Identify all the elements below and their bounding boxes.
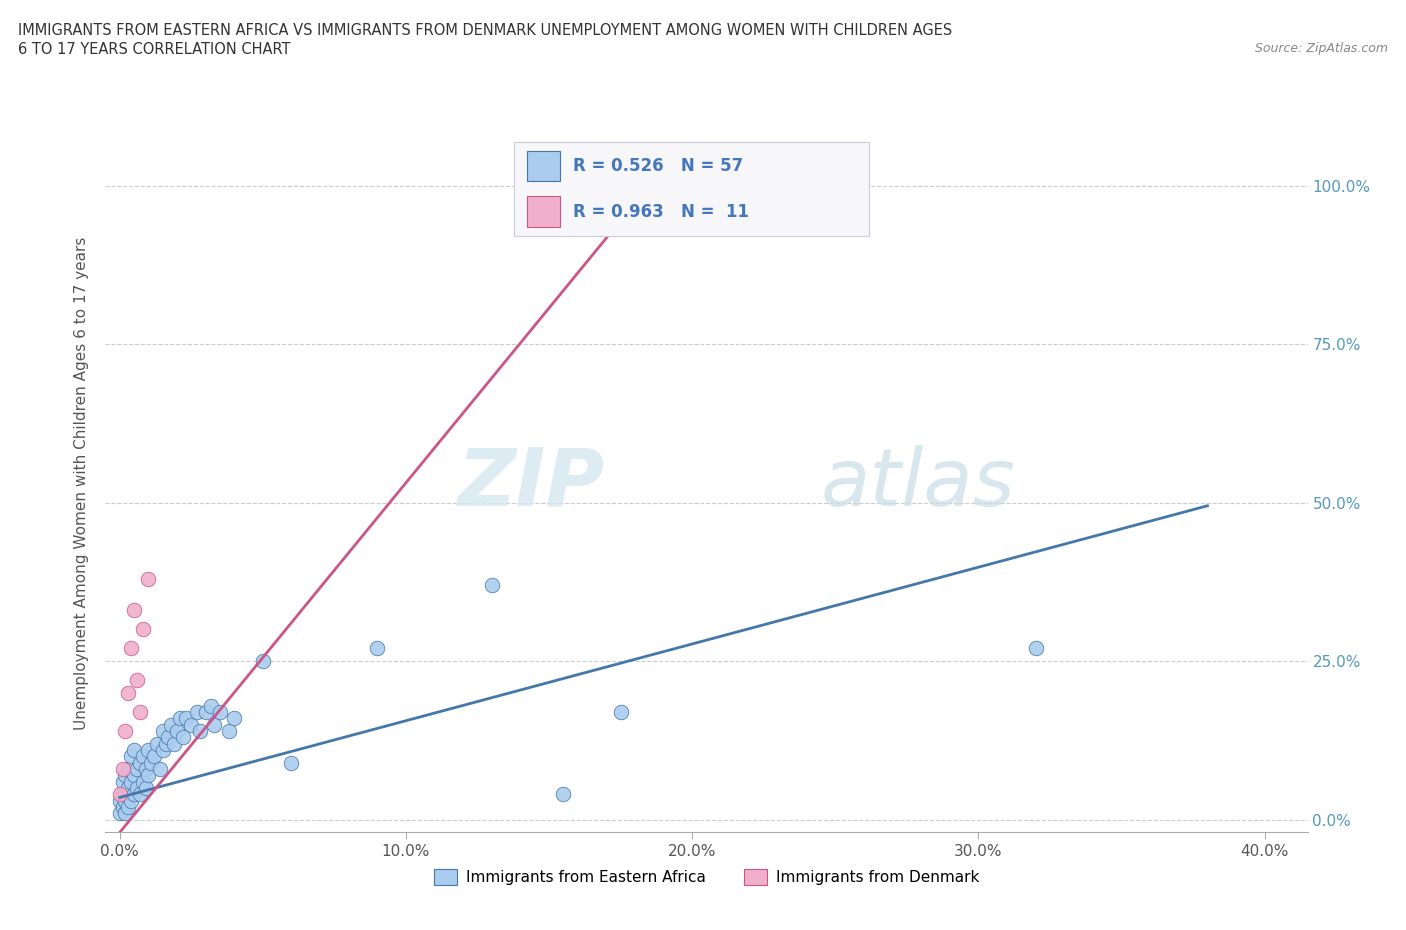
Point bbox=[131, 622, 153, 637]
Point bbox=[188, 724, 211, 738]
Point bbox=[117, 685, 139, 700]
Point bbox=[114, 768, 136, 783]
Point bbox=[143, 749, 166, 764]
Point bbox=[135, 780, 157, 795]
Point bbox=[135, 762, 157, 777]
Point bbox=[638, 179, 661, 193]
Text: 6 TO 17 YEARS CORRELATION CHART: 6 TO 17 YEARS CORRELATION CHART bbox=[18, 42, 291, 57]
Point bbox=[111, 800, 134, 815]
Point bbox=[138, 742, 160, 757]
Point bbox=[141, 755, 163, 770]
Point bbox=[163, 737, 186, 751]
Point bbox=[122, 768, 145, 783]
Point bbox=[111, 787, 134, 802]
Point bbox=[609, 704, 631, 719]
Point bbox=[149, 762, 172, 777]
Point bbox=[169, 711, 191, 725]
Point bbox=[138, 571, 160, 586]
Point bbox=[200, 698, 222, 713]
Point bbox=[108, 793, 131, 808]
Point bbox=[125, 762, 148, 777]
Point bbox=[157, 730, 180, 745]
Point bbox=[128, 755, 150, 770]
Point bbox=[128, 787, 150, 802]
Point bbox=[1025, 641, 1047, 656]
Point bbox=[114, 806, 136, 821]
Point bbox=[131, 749, 153, 764]
Point bbox=[114, 724, 136, 738]
Point bbox=[152, 724, 174, 738]
Point bbox=[155, 737, 177, 751]
Point bbox=[280, 755, 302, 770]
Point bbox=[108, 787, 131, 802]
Point bbox=[218, 724, 240, 738]
Point bbox=[152, 742, 174, 757]
Point bbox=[146, 737, 169, 751]
Point bbox=[120, 749, 142, 764]
Point bbox=[114, 793, 136, 808]
Text: Source: ZipAtlas.com: Source: ZipAtlas.com bbox=[1254, 42, 1388, 55]
Text: ZIP: ZIP bbox=[457, 445, 605, 523]
Point bbox=[174, 711, 197, 725]
Point bbox=[138, 768, 160, 783]
Point bbox=[202, 717, 225, 732]
Point bbox=[160, 717, 183, 732]
Point bbox=[366, 641, 388, 656]
Point bbox=[180, 717, 202, 732]
Point bbox=[186, 704, 208, 719]
Point bbox=[120, 793, 142, 808]
Legend: Immigrants from Eastern Africa, Immigrants from Denmark: Immigrants from Eastern Africa, Immigran… bbox=[427, 863, 986, 891]
Point bbox=[117, 780, 139, 795]
Point bbox=[120, 641, 142, 656]
Point bbox=[111, 762, 134, 777]
Point bbox=[120, 774, 142, 789]
Point bbox=[166, 724, 188, 738]
Point bbox=[481, 578, 503, 592]
Point bbox=[125, 672, 148, 687]
Point bbox=[117, 762, 139, 777]
Point bbox=[128, 704, 150, 719]
Point bbox=[125, 780, 148, 795]
Point bbox=[553, 787, 575, 802]
Point bbox=[172, 730, 194, 745]
Point bbox=[122, 742, 145, 757]
Text: IMMIGRANTS FROM EASTERN AFRICA VS IMMIGRANTS FROM DENMARK UNEMPLOYMENT AMONG WOM: IMMIGRANTS FROM EASTERN AFRICA VS IMMIGR… bbox=[18, 23, 952, 38]
Point bbox=[194, 704, 217, 719]
Point bbox=[108, 806, 131, 821]
Point bbox=[122, 603, 145, 618]
Point bbox=[224, 711, 246, 725]
Text: atlas: atlas bbox=[821, 445, 1015, 523]
Y-axis label: Unemployment Among Women with Children Ages 6 to 17 years: Unemployment Among Women with Children A… bbox=[75, 237, 90, 730]
Point bbox=[122, 787, 145, 802]
Point bbox=[252, 654, 274, 669]
Point bbox=[111, 774, 134, 789]
Point bbox=[131, 774, 153, 789]
Point bbox=[208, 704, 231, 719]
Point bbox=[117, 800, 139, 815]
